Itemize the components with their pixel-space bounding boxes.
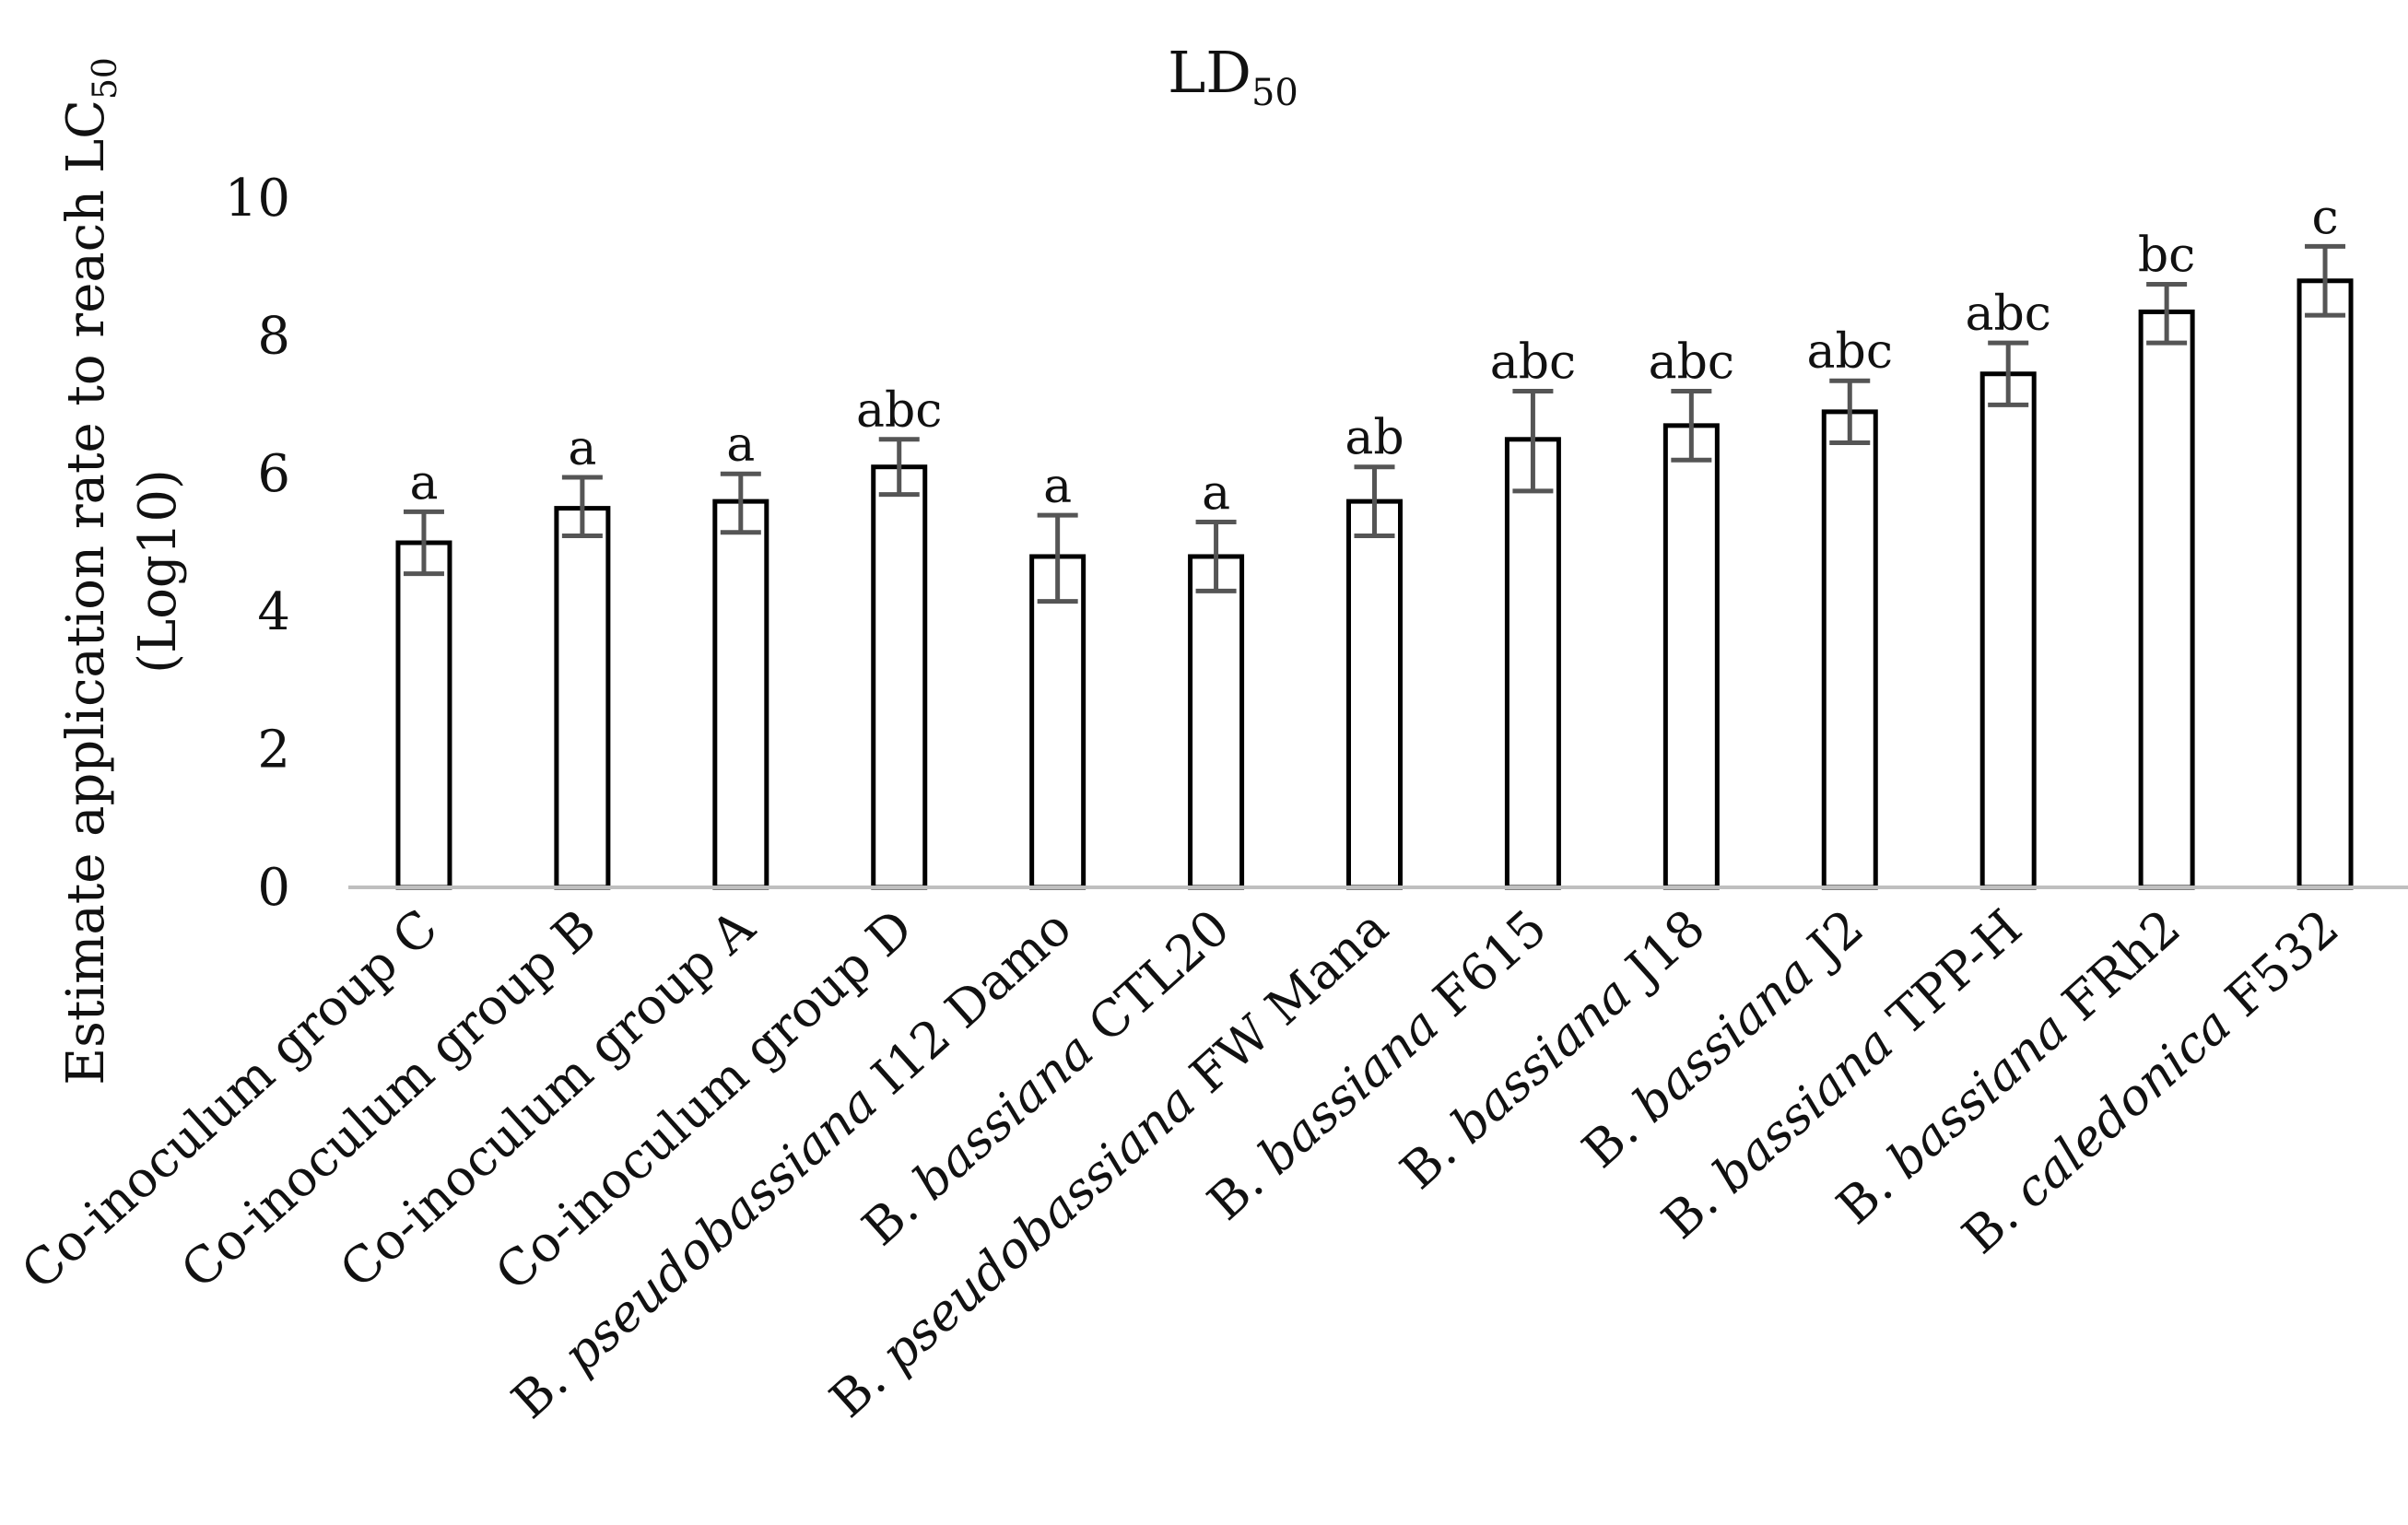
error-bar-11 xyxy=(1988,340,2029,407)
significance-letter-2: a xyxy=(568,421,596,476)
error-bars xyxy=(403,243,2346,604)
y-axis-label-subscript: 50 xyxy=(87,57,124,100)
significance-letter-12: bc xyxy=(2138,229,2195,284)
error-bar-6 xyxy=(1195,520,1237,593)
significance-letter-5: a xyxy=(1043,459,1072,514)
error-bar-3 xyxy=(720,471,761,535)
y-axis-label-main: Estimate application rate to reach LC xyxy=(56,100,116,1085)
y-axis-label-line2: (Log10) xyxy=(128,469,188,674)
significance-letter-4: abc xyxy=(856,383,942,439)
error-bar-2 xyxy=(561,475,603,539)
chart-title-main: LD xyxy=(1168,39,1251,106)
y-axis-label: Estimate application rate to reach LC50 … xyxy=(56,57,188,1085)
error-bar-1 xyxy=(403,509,444,577)
bar-9 xyxy=(1662,423,1720,890)
significance-letter-7: ab xyxy=(1345,411,1404,466)
error-bar-8 xyxy=(1512,388,1554,494)
y-tick-label-0: 0 xyxy=(257,858,290,918)
significance-letter-13: c xyxy=(2311,190,2338,245)
y-tick-label-10: 10 xyxy=(225,169,290,229)
bar-5 xyxy=(1029,554,1087,890)
significance-letter-10: abc xyxy=(1807,324,1893,380)
significance-letter-9: abc xyxy=(1649,334,1734,390)
bar-12 xyxy=(2138,309,2195,890)
bar-13 xyxy=(2296,278,2354,890)
x-tick-label-8-part-3: F615 xyxy=(1411,898,1557,1038)
bar-4 xyxy=(871,464,928,890)
y-tick-label-8: 8 xyxy=(257,307,290,367)
bars xyxy=(395,278,2354,890)
y-tick-label-2: 2 xyxy=(257,720,290,780)
x-tick-label-13-part-3: F532 xyxy=(2202,898,2349,1038)
significance-letter-11: abc xyxy=(1965,287,2050,342)
error-bar-5 xyxy=(1037,512,1078,604)
error-bar-9 xyxy=(1671,388,1712,463)
error-bar-12 xyxy=(2146,282,2188,346)
y-tick-label-6: 6 xyxy=(257,444,290,504)
error-bar-13 xyxy=(2305,243,2346,318)
bar-6 xyxy=(1188,554,1245,890)
error-bar-4 xyxy=(878,437,920,498)
significance-letter-8: abc xyxy=(1490,334,1576,390)
y-tick-label-4: 4 xyxy=(257,582,290,642)
bar-2 xyxy=(554,506,611,890)
significance-letter-1: a xyxy=(409,455,438,510)
bar-11 xyxy=(1979,371,2037,890)
y-axis-label-line1: Estimate application rate to reach LC50 xyxy=(56,57,124,1085)
bar-10 xyxy=(1821,409,1878,890)
significance-letter-6: a xyxy=(1202,466,1230,522)
x-axis-tick-labels: Co-inoculum group CCo-inoculum group BCo… xyxy=(10,897,2349,1430)
bar-3 xyxy=(712,499,769,890)
significance-letter-3: a xyxy=(726,417,755,473)
significance-letters: a a a abc a a ab abc abc abc abc bc c xyxy=(409,190,2338,521)
chart-title-subscript: 50 xyxy=(1251,72,1298,114)
chart-title: LD50 xyxy=(1168,39,1298,114)
x-tick-label-12-part-3: FRh2 xyxy=(2039,898,2191,1043)
bar-7 xyxy=(1346,499,1403,890)
y-axis-ticks: 0 2 4 6 8 10 xyxy=(225,169,290,918)
bar-1 xyxy=(395,540,452,890)
x-tick-label-10: B. bassiana J2 xyxy=(1571,898,1874,1179)
error-bar-10 xyxy=(1829,378,1871,446)
error-bar-7 xyxy=(1354,464,1395,539)
x-tick-label-5: B. pseudobassiana I12 Damo xyxy=(500,898,1082,1430)
bar-8 xyxy=(1504,437,1561,890)
